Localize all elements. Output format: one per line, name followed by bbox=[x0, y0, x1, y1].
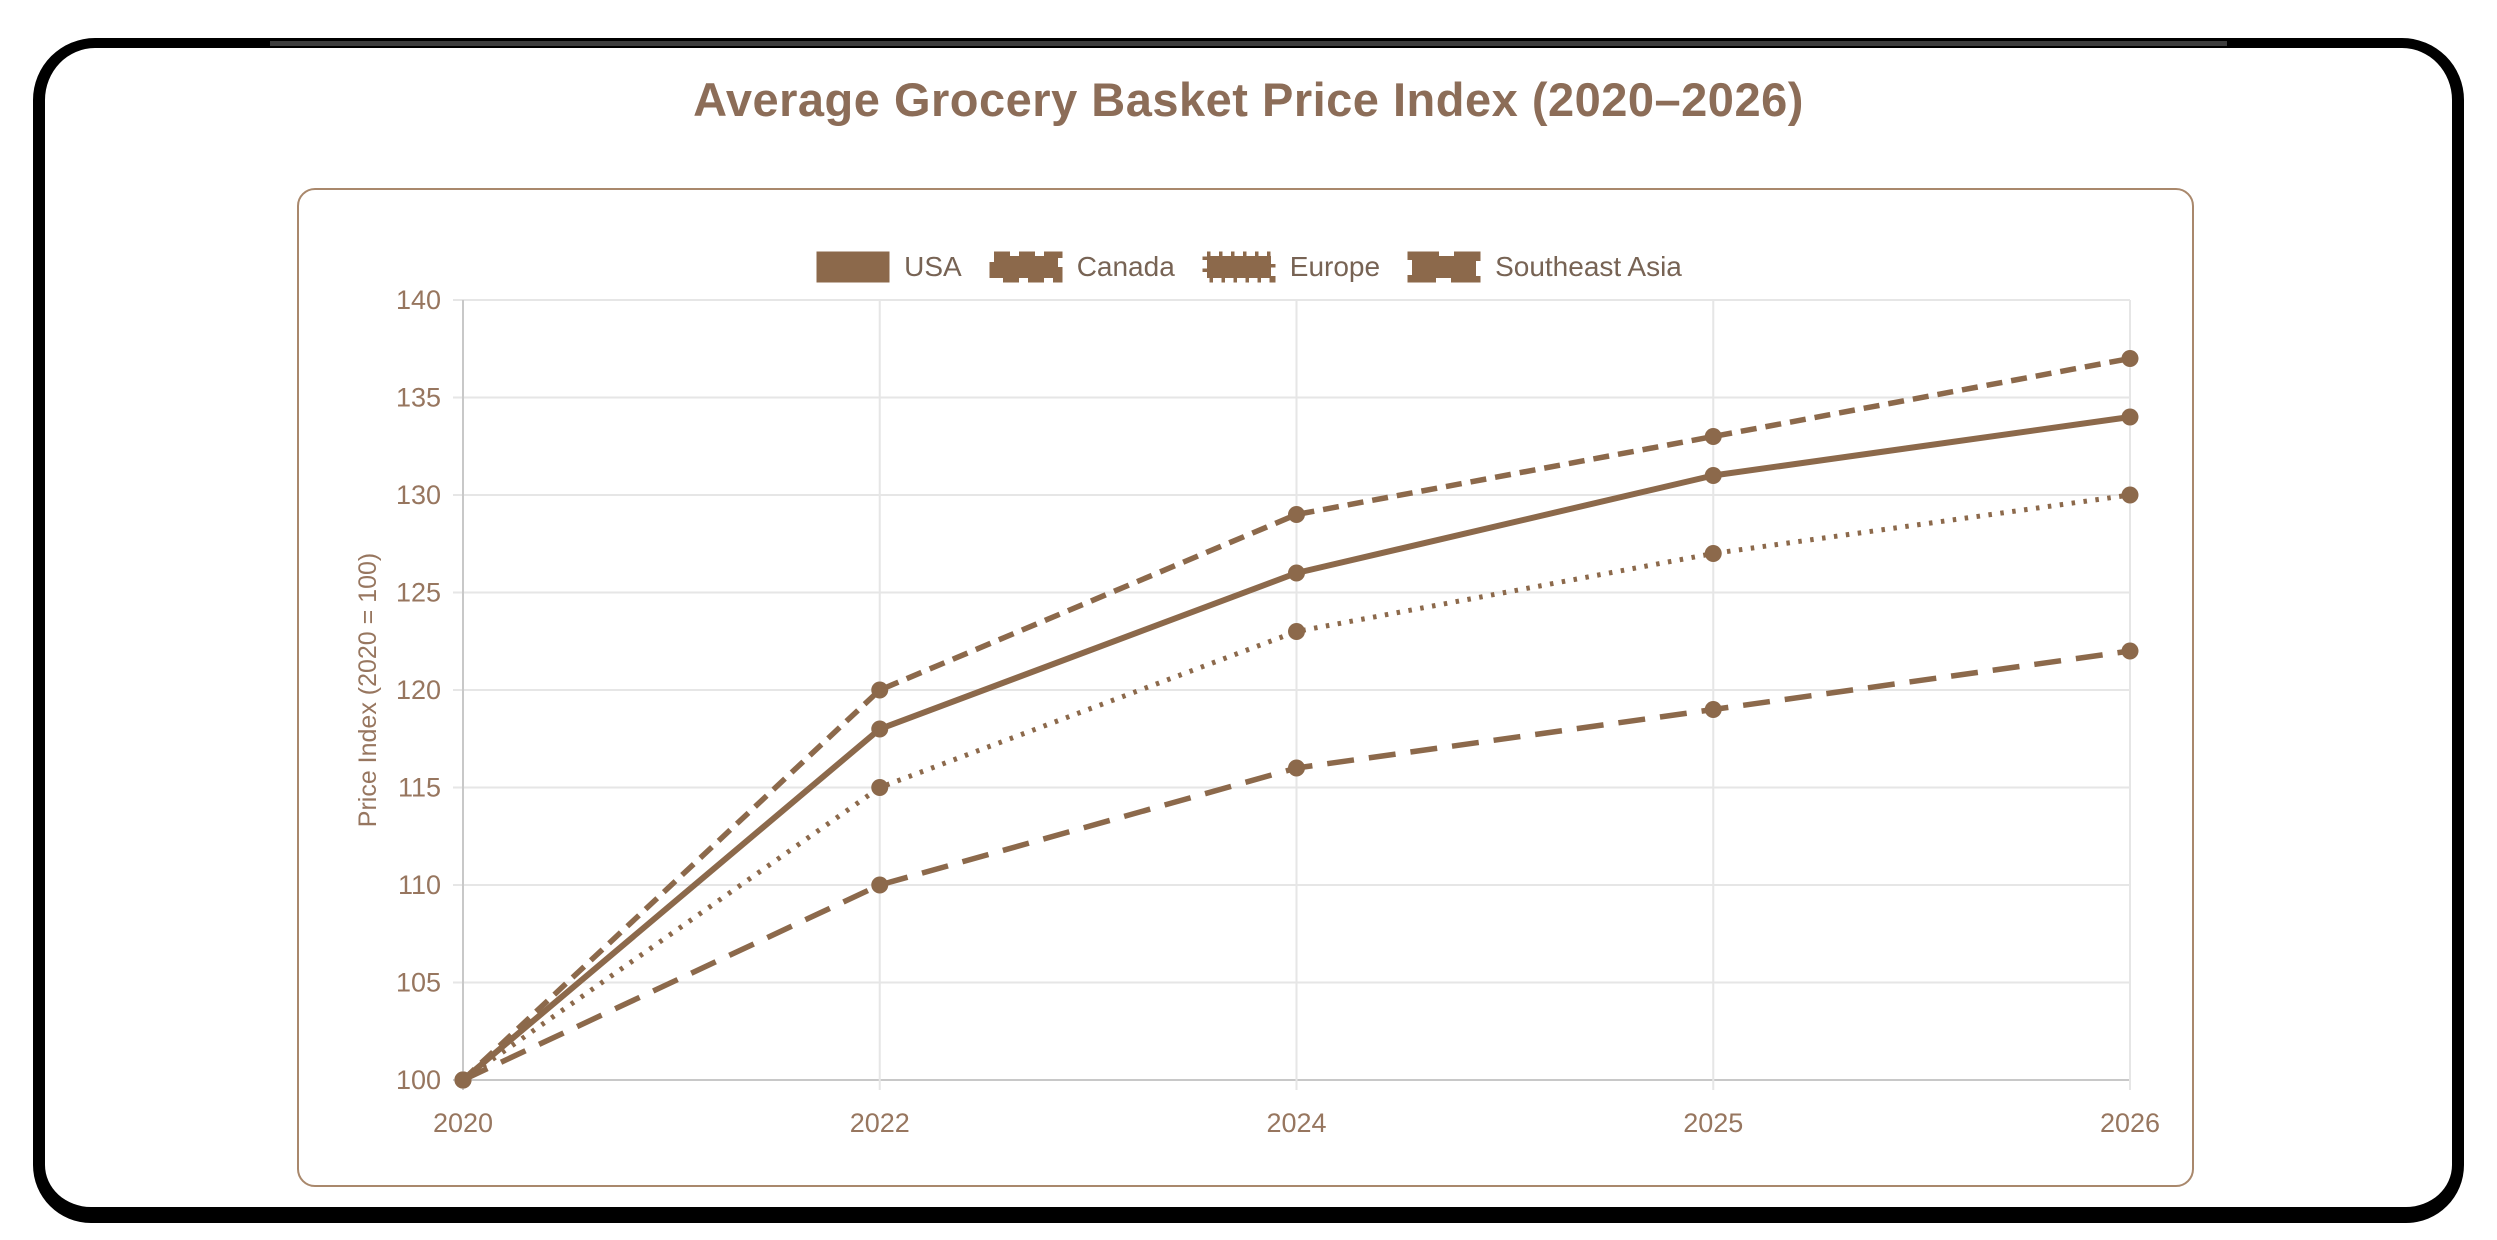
series-line-canada bbox=[461, 355, 2131, 1083]
legend-item-usa[interactable]: USA bbox=[815, 250, 962, 284]
series-point-europe bbox=[871, 779, 889, 796]
series-point-usa bbox=[2121, 408, 2139, 426]
series-point-europe bbox=[1704, 545, 1722, 562]
series-point-canada bbox=[1704, 428, 1722, 445]
x-tick-label: 2022 bbox=[850, 1108, 910, 1138]
legend-item-europe[interactable]: Europe bbox=[1201, 250, 1380, 284]
legend-swatch-rect bbox=[816, 251, 890, 283]
y-tick-label: 110 bbox=[398, 870, 441, 900]
y-tick-label: 125 bbox=[396, 578, 441, 608]
legend-swatch-long-dash bbox=[1407, 251, 1481, 283]
legend-label: Europe bbox=[1289, 251, 1381, 282]
series-point-europe bbox=[2121, 486, 2139, 504]
y-tick-label: 115 bbox=[398, 773, 441, 803]
y-tick-label: 135 bbox=[396, 383, 441, 413]
legend-item-southeast-asia[interactable]: Southeast Asia bbox=[1406, 250, 1682, 284]
x-tick-label: 2024 bbox=[1266, 1108, 1326, 1138]
legend-swatch-dashed bbox=[989, 251, 1063, 283]
chart-legend: USA Canada Europe Southeast Asia bbox=[0, 250, 2497, 284]
y-tick-label: 100 bbox=[396, 1065, 441, 1095]
y-tick-label: 130 bbox=[396, 480, 441, 510]
series-point-southeast-asia bbox=[454, 1071, 472, 1089]
series-line-europe bbox=[461, 492, 2131, 1083]
y-tick-label: 120 bbox=[396, 675, 441, 705]
series-point-southeast-asia bbox=[1288, 759, 1305, 777]
y-tick-label: 140 bbox=[396, 285, 441, 315]
legend-swatch-dotted bbox=[1202, 251, 1276, 283]
legend-label: Canada bbox=[1076, 251, 1175, 282]
series-point-southeast-asia bbox=[2121, 642, 2139, 660]
legend-swatch-rect bbox=[1202, 251, 1276, 283]
series-point-canada bbox=[871, 681, 889, 699]
x-tick-label: 2026 bbox=[2100, 1108, 2160, 1138]
series-point-europe bbox=[1288, 623, 1305, 640]
series-point-southeast-asia bbox=[871, 876, 889, 894]
x-tick-label: 2025 bbox=[1683, 1108, 1743, 1138]
y-tick-label: 105 bbox=[396, 968, 441, 998]
legend-swatch-rect bbox=[1407, 251, 1481, 283]
legend-label: USA bbox=[904, 251, 962, 282]
y-axis-title: Price Index (2020 = 100) bbox=[354, 553, 382, 827]
legend-item-canada[interactable]: Canada bbox=[988, 250, 1175, 284]
x-tick-label: 2020 bbox=[433, 1108, 493, 1138]
legend-swatch-rect bbox=[989, 251, 1063, 283]
series-point-usa bbox=[1288, 564, 1305, 582]
series-point-usa bbox=[871, 720, 889, 738]
legend-label: Southeast Asia bbox=[1495, 251, 1682, 282]
series-point-usa bbox=[1704, 467, 1722, 484]
page-title: Average Grocery Basket Price Index (2020… bbox=[693, 73, 1804, 126]
series-point-canada bbox=[1288, 506, 1305, 523]
series-point-canada bbox=[2121, 350, 2139, 367]
legend-swatch-solid bbox=[816, 251, 890, 283]
series-point-southeast-asia bbox=[1704, 701, 1722, 718]
